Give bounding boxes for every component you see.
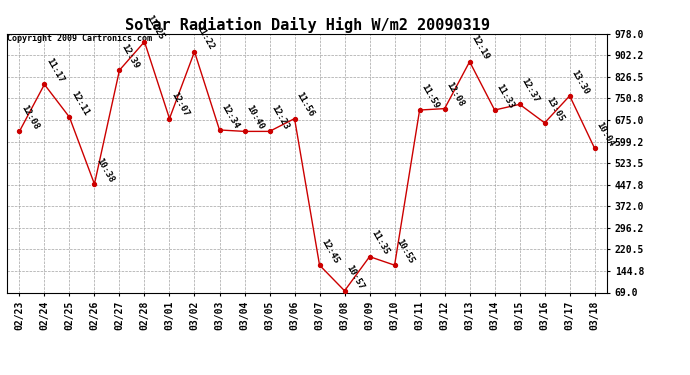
Point: [39, 81, 50, 87]
Text: 13:30: 13:30: [570, 68, 591, 96]
Point: [414, 107, 425, 113]
Point: [314, 262, 325, 268]
Point: [89, 181, 100, 187]
Point: [164, 116, 175, 122]
Text: 10:55: 10:55: [395, 237, 416, 265]
Text: 10:57: 10:57: [344, 263, 366, 291]
Point: [214, 127, 225, 133]
Text: 12:23: 12:23: [270, 104, 290, 131]
Text: 11:17: 11:17: [44, 57, 66, 84]
Text: 11:22: 11:22: [195, 24, 216, 52]
Point: [589, 146, 600, 152]
Point: [64, 114, 75, 120]
Point: [564, 93, 575, 99]
Text: 12:08: 12:08: [19, 104, 41, 131]
Point: [389, 262, 400, 268]
Text: 11:35: 11:35: [370, 229, 391, 256]
Text: 12:07: 12:07: [170, 91, 190, 118]
Text: 12:45: 12:45: [319, 237, 341, 265]
Text: Copyright 2009 Cartronics.com: Copyright 2009 Cartronics.com: [7, 34, 152, 43]
Point: [289, 116, 300, 122]
Text: 11:33: 11:33: [495, 82, 516, 110]
Point: [514, 101, 525, 107]
Text: 10:40: 10:40: [244, 104, 266, 131]
Text: 11:25: 11:25: [144, 14, 166, 42]
Point: [364, 254, 375, 260]
Text: 12:34: 12:34: [219, 102, 241, 130]
Text: 13:05: 13:05: [544, 95, 566, 123]
Point: [114, 67, 125, 73]
Text: 12:39: 12:39: [119, 42, 141, 70]
Text: 12:37: 12:37: [520, 76, 541, 104]
Point: [539, 120, 550, 126]
Text: 10:38: 10:38: [95, 156, 116, 184]
Point: [439, 106, 450, 112]
Title: Solar Radiation Daily High W/m2 20090319: Solar Radiation Daily High W/m2 20090319: [125, 16, 489, 33]
Point: [189, 49, 200, 55]
Text: 11:56: 11:56: [295, 91, 316, 118]
Point: [489, 107, 500, 113]
Point: [339, 288, 350, 294]
Point: [239, 128, 250, 134]
Point: [464, 58, 475, 64]
Point: [264, 128, 275, 134]
Text: 10:04: 10:04: [595, 121, 616, 148]
Text: 11:59: 11:59: [420, 82, 441, 110]
Point: [14, 128, 25, 134]
Point: [139, 39, 150, 45]
Text: 12:08: 12:08: [444, 81, 466, 109]
Text: 12:19: 12:19: [470, 34, 491, 62]
Text: 12:11: 12:11: [70, 89, 90, 117]
